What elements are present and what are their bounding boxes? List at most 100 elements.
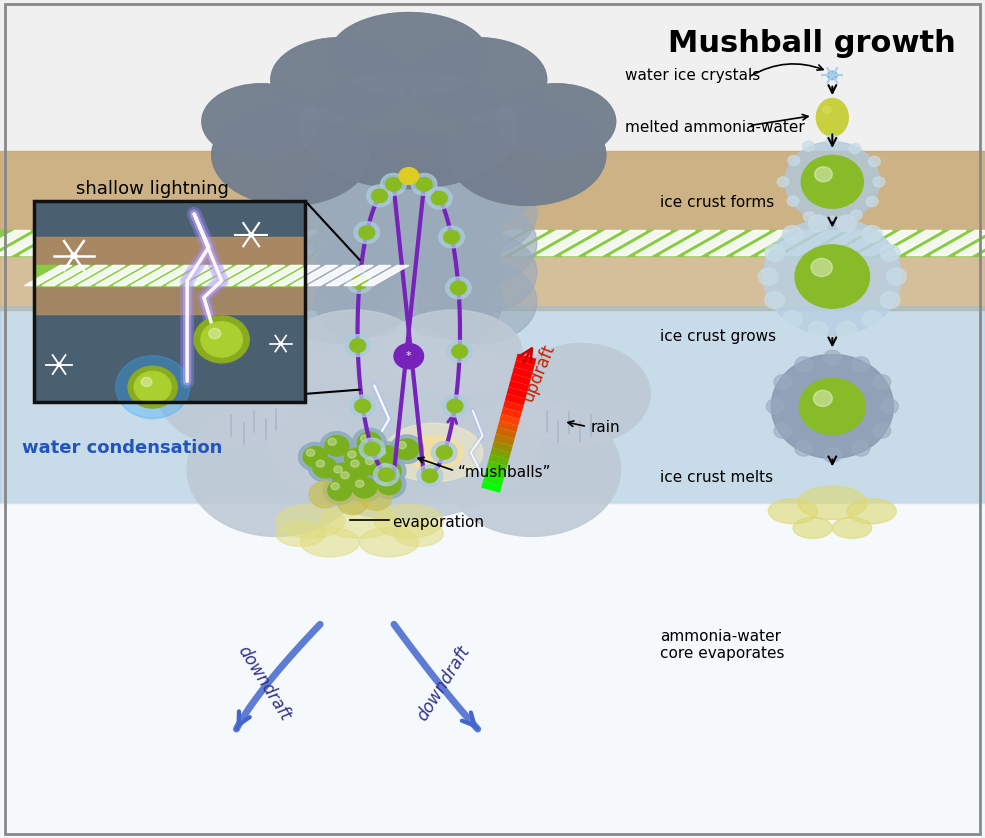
- Polygon shape: [184, 266, 231, 286]
- Polygon shape: [832, 230, 892, 256]
- Polygon shape: [931, 230, 985, 256]
- Polygon shape: [44, 230, 104, 256]
- Circle shape: [390, 435, 424, 463]
- Ellipse shape: [798, 486, 867, 520]
- Circle shape: [881, 399, 898, 414]
- Circle shape: [316, 460, 324, 467]
- Polygon shape: [414, 230, 474, 256]
- Circle shape: [785, 142, 880, 222]
- Ellipse shape: [276, 504, 345, 538]
- Ellipse shape: [286, 310, 424, 394]
- Ellipse shape: [419, 172, 537, 256]
- Ellipse shape: [497, 84, 616, 159]
- Circle shape: [850, 210, 862, 220]
- Circle shape: [343, 453, 376, 482]
- Circle shape: [447, 340, 473, 362]
- Polygon shape: [340, 230, 400, 256]
- Circle shape: [771, 354, 893, 458]
- Circle shape: [427, 187, 452, 209]
- Ellipse shape: [286, 310, 424, 394]
- Circle shape: [355, 399, 370, 413]
- Bar: [0, 503, 985, 838]
- Circle shape: [443, 230, 460, 244]
- Circle shape: [823, 447, 841, 463]
- Text: “mushballs”: “mushballs”: [458, 465, 552, 480]
- Ellipse shape: [271, 38, 409, 122]
- Ellipse shape: [384, 423, 483, 482]
- Polygon shape: [783, 230, 843, 256]
- Ellipse shape: [315, 159, 502, 268]
- Circle shape: [308, 453, 342, 482]
- Polygon shape: [192, 230, 252, 256]
- Circle shape: [881, 245, 900, 261]
- Circle shape: [141, 377, 152, 386]
- Ellipse shape: [202, 84, 320, 159]
- Ellipse shape: [158, 344, 296, 444]
- Circle shape: [826, 216, 838, 226]
- Circle shape: [417, 178, 432, 191]
- Circle shape: [804, 212, 816, 222]
- Polygon shape: [709, 230, 769, 256]
- Circle shape: [71, 253, 77, 258]
- Circle shape: [369, 442, 403, 470]
- Polygon shape: [217, 230, 277, 256]
- Circle shape: [323, 476, 357, 504]
- Polygon shape: [361, 266, 409, 286]
- Polygon shape: [463, 230, 523, 256]
- Circle shape: [795, 441, 813, 456]
- Circle shape: [358, 432, 381, 453]
- Polygon shape: [166, 266, 214, 286]
- Polygon shape: [113, 266, 161, 286]
- Polygon shape: [0, 230, 55, 256]
- Ellipse shape: [448, 105, 606, 205]
- Circle shape: [341, 472, 349, 478]
- Circle shape: [866, 197, 878, 207]
- Ellipse shape: [404, 436, 463, 469]
- Circle shape: [809, 215, 828, 232]
- Circle shape: [364, 442, 380, 456]
- Polygon shape: [537, 230, 597, 256]
- Polygon shape: [660, 230, 720, 256]
- Ellipse shape: [394, 521, 443, 546]
- Polygon shape: [78, 266, 125, 286]
- Circle shape: [863, 225, 883, 242]
- Text: ice crust forms: ice crust forms: [660, 195, 774, 210]
- Circle shape: [795, 245, 870, 308]
- Circle shape: [366, 185, 392, 207]
- Bar: [0, 0, 985, 151]
- Circle shape: [374, 446, 398, 466]
- Ellipse shape: [832, 517, 872, 539]
- Polygon shape: [0, 230, 31, 256]
- Circle shape: [431, 442, 457, 463]
- Circle shape: [360, 438, 385, 460]
- Polygon shape: [42, 266, 90, 286]
- Circle shape: [814, 391, 832, 406]
- Ellipse shape: [443, 402, 621, 536]
- Ellipse shape: [443, 402, 621, 536]
- Circle shape: [782, 311, 802, 328]
- Circle shape: [799, 378, 866, 435]
- Circle shape: [354, 222, 379, 244]
- Circle shape: [333, 465, 366, 494]
- Polygon shape: [906, 230, 966, 256]
- Polygon shape: [611, 230, 671, 256]
- Circle shape: [361, 435, 368, 442]
- Circle shape: [412, 173, 437, 195]
- Circle shape: [340, 444, 373, 473]
- Circle shape: [831, 75, 833, 76]
- Polygon shape: [255, 266, 302, 286]
- Ellipse shape: [497, 84, 616, 159]
- Polygon shape: [635, 230, 695, 256]
- Circle shape: [439, 226, 465, 248]
- Circle shape: [836, 215, 856, 232]
- Circle shape: [447, 399, 463, 413]
- Ellipse shape: [158, 344, 296, 444]
- Circle shape: [795, 357, 813, 372]
- Circle shape: [766, 399, 784, 414]
- Circle shape: [249, 233, 253, 236]
- Ellipse shape: [202, 84, 320, 159]
- Circle shape: [422, 469, 437, 483]
- Ellipse shape: [315, 130, 502, 239]
- Circle shape: [836, 321, 856, 338]
- Circle shape: [313, 458, 337, 478]
